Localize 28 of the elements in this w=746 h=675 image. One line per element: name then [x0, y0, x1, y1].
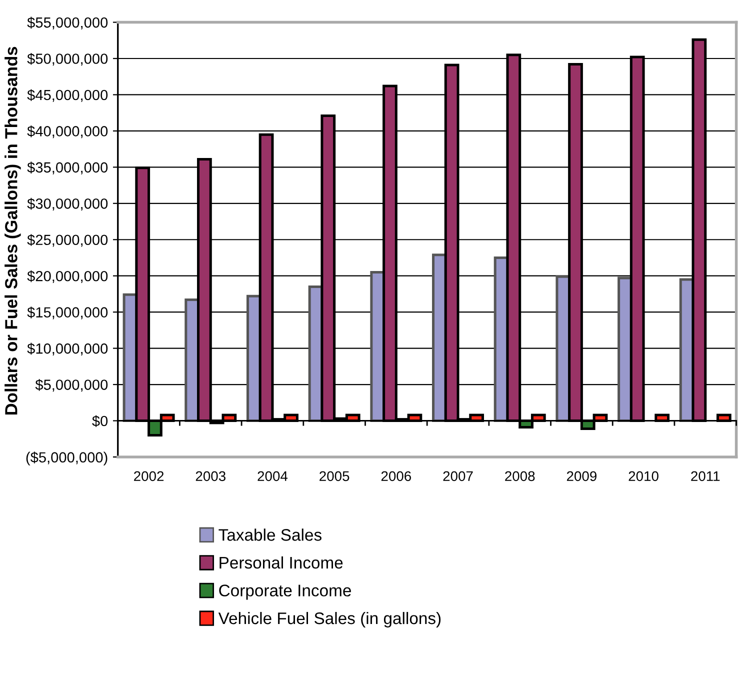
- x-tick-label: 2003: [196, 471, 226, 482]
- x-tick-label: 2011: [691, 471, 720, 482]
- x-tick-label: 2002: [134, 471, 164, 482]
- x-tick-label: 2005: [320, 471, 350, 482]
- y-tick-label: $25,000,000: [27, 234, 108, 247]
- y-tick-label: $45,000,000: [27, 89, 108, 102]
- x-tick-label: 2009: [566, 471, 596, 482]
- x-tick-label: 2010: [628, 471, 658, 482]
- y-tick-label: $0: [92, 415, 108, 428]
- legend-label: Taxable Sales: [218, 528, 322, 541]
- y-axis-title: Dollars or Fuel Sales (Gallons) in Thousands: [4, 46, 21, 414]
- y-tick-label: $30,000,000: [27, 198, 108, 211]
- y-tick-label: $15,000,000: [27, 306, 108, 320]
- y-tick-label: $10,000,000: [27, 342, 108, 356]
- y-tick-label: $20,000,000: [27, 270, 108, 283]
- y-tick-label: ($5,000,000): [26, 452, 108, 466]
- y-tick-label: $40,000,000: [27, 125, 108, 138]
- y-tick-label: $55,000,000: [27, 16, 108, 30]
- legend-label: Vehicle Fuel Sales (in gallons): [218, 612, 441, 628]
- legend-label: Corporate Income: [219, 584, 351, 600]
- y-tick-label: $50,000,000: [27, 52, 108, 66]
- x-tick-label: 2007: [443, 471, 473, 482]
- y-tick-label: $5,000,000: [35, 379, 108, 392]
- y-tick-label: $35,000,000: [27, 162, 108, 174]
- x-tick-label: 2008: [505, 471, 535, 482]
- x-tick-label: 2006: [381, 471, 412, 482]
- legend-label: Personal Income: [220, 556, 343, 569]
- x-tick-label: 2004: [258, 471, 288, 482]
